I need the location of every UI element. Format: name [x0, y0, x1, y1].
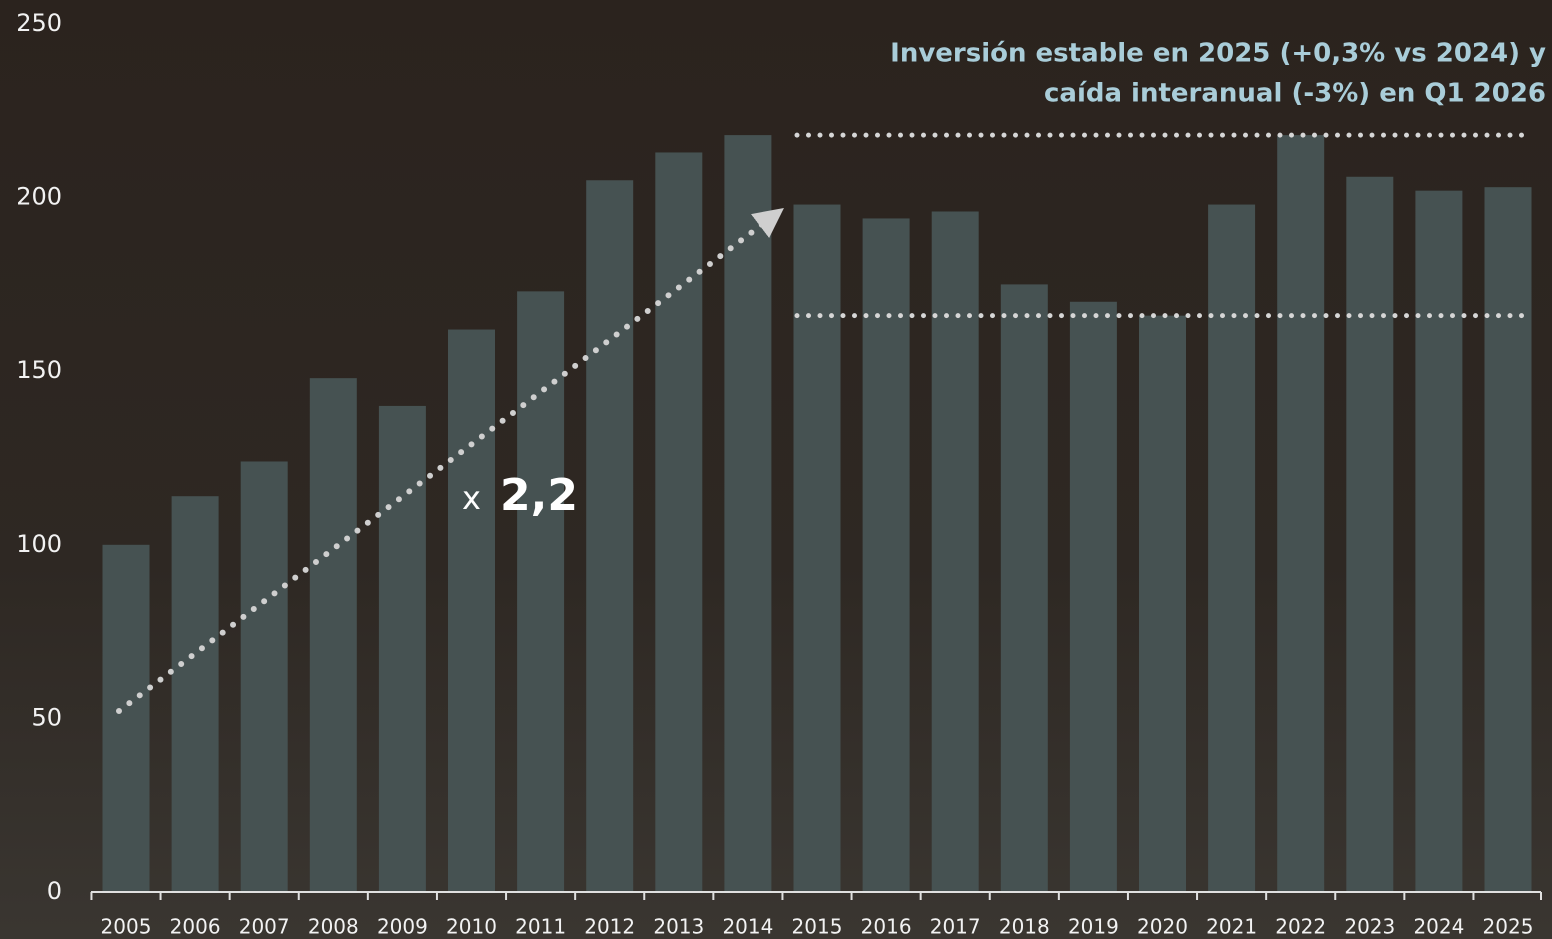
- y-tick-label: 50: [31, 703, 62, 731]
- x-tick-label: 2024: [1413, 915, 1464, 939]
- bar: [1208, 204, 1256, 892]
- x-tick-label: 2012: [584, 915, 635, 939]
- x-tick-label: 2011: [515, 915, 566, 939]
- x-tick-label: 2023: [1344, 915, 1395, 939]
- annotation: Inversión estable en 2025 (+0,3% vs 2024…: [890, 39, 1546, 69]
- x-tick-label: 2022: [1275, 915, 1326, 939]
- bar: [931, 211, 979, 892]
- bar: [378, 405, 426, 892]
- x-tick-label: 2005: [101, 915, 152, 939]
- bar: [655, 152, 703, 893]
- bar: [102, 544, 150, 892]
- bar: [1000, 284, 1048, 892]
- x-tick-label: 2025: [1483, 915, 1534, 939]
- bar: [1277, 135, 1325, 892]
- y-tick-label: 250: [16, 9, 62, 37]
- x-tick-label: 2016: [861, 915, 912, 939]
- annotation: caída interanual (-3%) en Q1 2026: [1044, 79, 1546, 109]
- x-tick-label: 2006: [170, 915, 221, 939]
- bar: [724, 135, 772, 892]
- x-tick-label: 2014: [722, 915, 773, 939]
- x-tick-label: 2018: [999, 915, 1050, 939]
- x-tick-label: 2010: [446, 915, 497, 939]
- bar: [517, 291, 565, 892]
- y-tick-label: 0: [47, 877, 62, 905]
- bar: [862, 218, 910, 892]
- plot-area: 0 50 100 150 200 250 2005 2006 2007 2008 2009 2010 2…: [16, 9, 1542, 939]
- x-tick-label: 2017: [930, 915, 981, 939]
- bar: [240, 461, 288, 892]
- x-tick-label: 2007: [239, 915, 290, 939]
- bar: [1484, 187, 1532, 892]
- bar: [586, 180, 634, 893]
- x-tick-label: 2020: [1137, 915, 1188, 939]
- bar: [793, 204, 841, 892]
- bar: [171, 496, 219, 892]
- x-tick-label: 2015: [792, 915, 843, 939]
- x-tick-label: 2013: [653, 915, 704, 939]
- growth-value: 2,2: [500, 470, 578, 521]
- bar: [309, 378, 357, 892]
- bar: [1415, 190, 1463, 892]
- growth-prefix: x: [462, 479, 481, 517]
- y-tick-label: 200: [16, 183, 62, 211]
- x-tick-label: 2021: [1206, 915, 1257, 939]
- bar: [1139, 315, 1186, 892]
- x-tick-label: 2009: [377, 915, 428, 939]
- bar: [1346, 176, 1394, 892]
- x-tick-label: 2008: [308, 915, 359, 939]
- y-tick-label: 150: [16, 356, 62, 384]
- bar: [448, 329, 495, 892]
- bar: [1069, 301, 1117, 892]
- x-tick-label: 2019: [1068, 915, 1119, 939]
- y-tick-label: 100: [16, 530, 62, 558]
